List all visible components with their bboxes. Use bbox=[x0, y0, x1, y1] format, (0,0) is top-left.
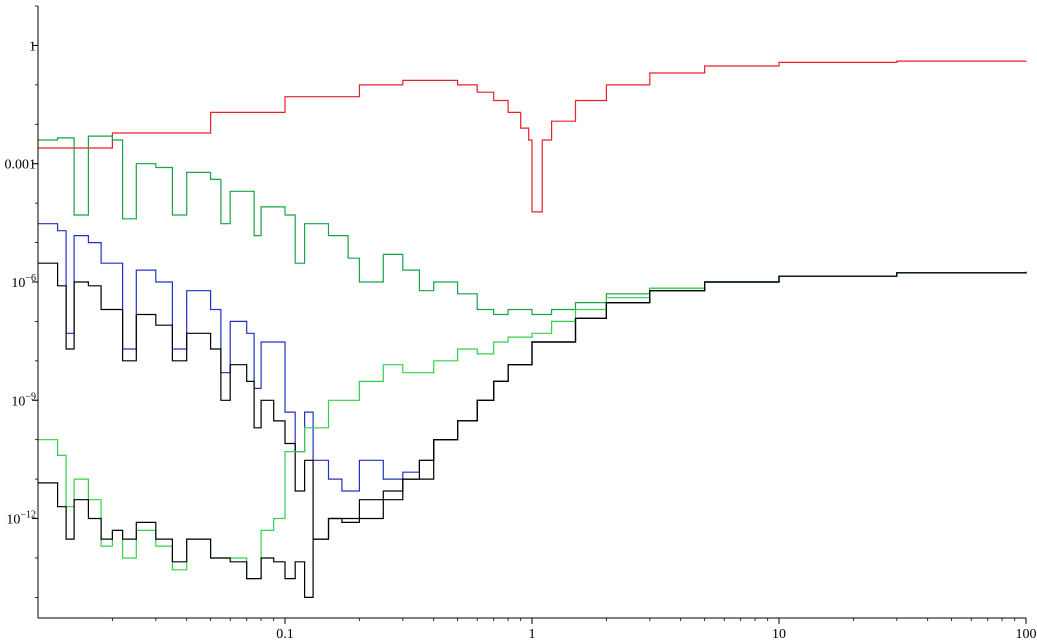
series-layer bbox=[38, 60, 1027, 598]
x-tick-label: 100 bbox=[1016, 627, 1037, 642]
y-tick-label: 10−6 bbox=[11, 273, 36, 291]
series-line-6 bbox=[38, 271, 1027, 598]
y-tick-label: 0.001 bbox=[5, 158, 37, 173]
y-tick-label: 10−12 bbox=[6, 510, 36, 528]
x-tick-label: 0.1 bbox=[276, 627, 294, 642]
y-tick-label: 10−9 bbox=[11, 391, 36, 409]
series-line-2 bbox=[38, 135, 1027, 316]
series-line-1 bbox=[38, 60, 1027, 213]
y-tick-label: 1 bbox=[29, 39, 36, 54]
ticks-layer: 0.1 1 10 100 1 0.001 10−6 10−9 10−12 bbox=[5, 5, 1037, 642]
x-tick-label: 10 bbox=[772, 627, 786, 642]
x-tick-label: 1 bbox=[529, 627, 536, 642]
